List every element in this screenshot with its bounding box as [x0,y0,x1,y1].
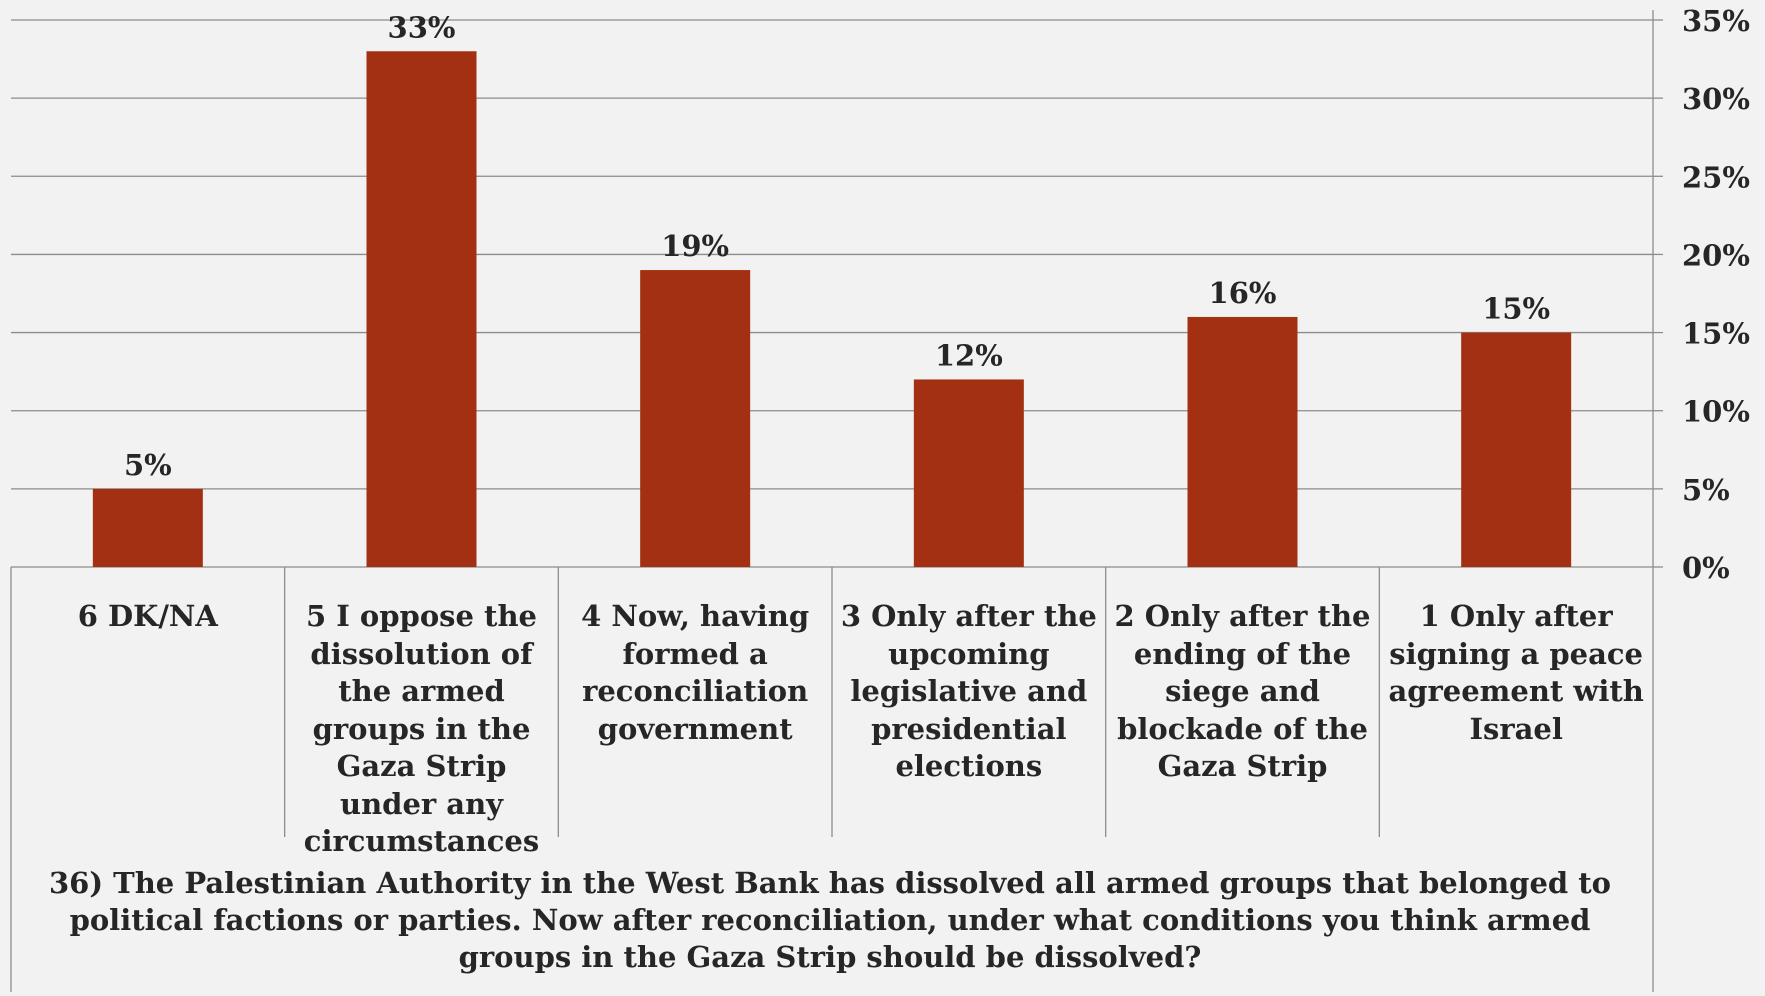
data-label: 15% [1482,292,1550,326]
x-tick-label: 3 Only after the upcoming legislative an… [840,599,1097,783]
x-tick-label: 4 Now, having formed a reconciliation go… [581,599,810,746]
bar [366,51,477,567]
bar [640,270,751,567]
data-label: 16% [1209,276,1277,310]
data-label: 19% [661,229,729,263]
x-tick-label: 2 Only after the ending of the siege and… [1114,599,1371,783]
y-tick-label: 35% [1682,4,1750,38]
chart-title: 36) The Palestinian Authority in the Wes… [48,866,1612,974]
data-label: 5% [124,448,172,482]
data-label: 12% [935,338,1003,372]
bar [92,488,203,567]
y-tick-label: 5% [1682,473,1730,507]
x-tick-label: 6 DK/NA [77,599,218,633]
y-tick-label: 30% [1682,82,1750,116]
bar [1461,332,1572,567]
y-tick-label: 0% [1682,551,1730,585]
x-tick-label: 5 I oppose the dissolution of the armed … [303,599,540,858]
y-tick-label: 15% [1682,317,1750,351]
x-tick-label: 1 Only after signing a peace agreement w… [1388,599,1644,746]
y-tick-label: 10% [1682,395,1750,429]
y-tick-label: 20% [1682,238,1750,272]
y-tick-label: 25% [1682,160,1750,194]
data-label: 33% [388,10,456,44]
bar [913,379,1024,567]
bar [1187,316,1298,567]
